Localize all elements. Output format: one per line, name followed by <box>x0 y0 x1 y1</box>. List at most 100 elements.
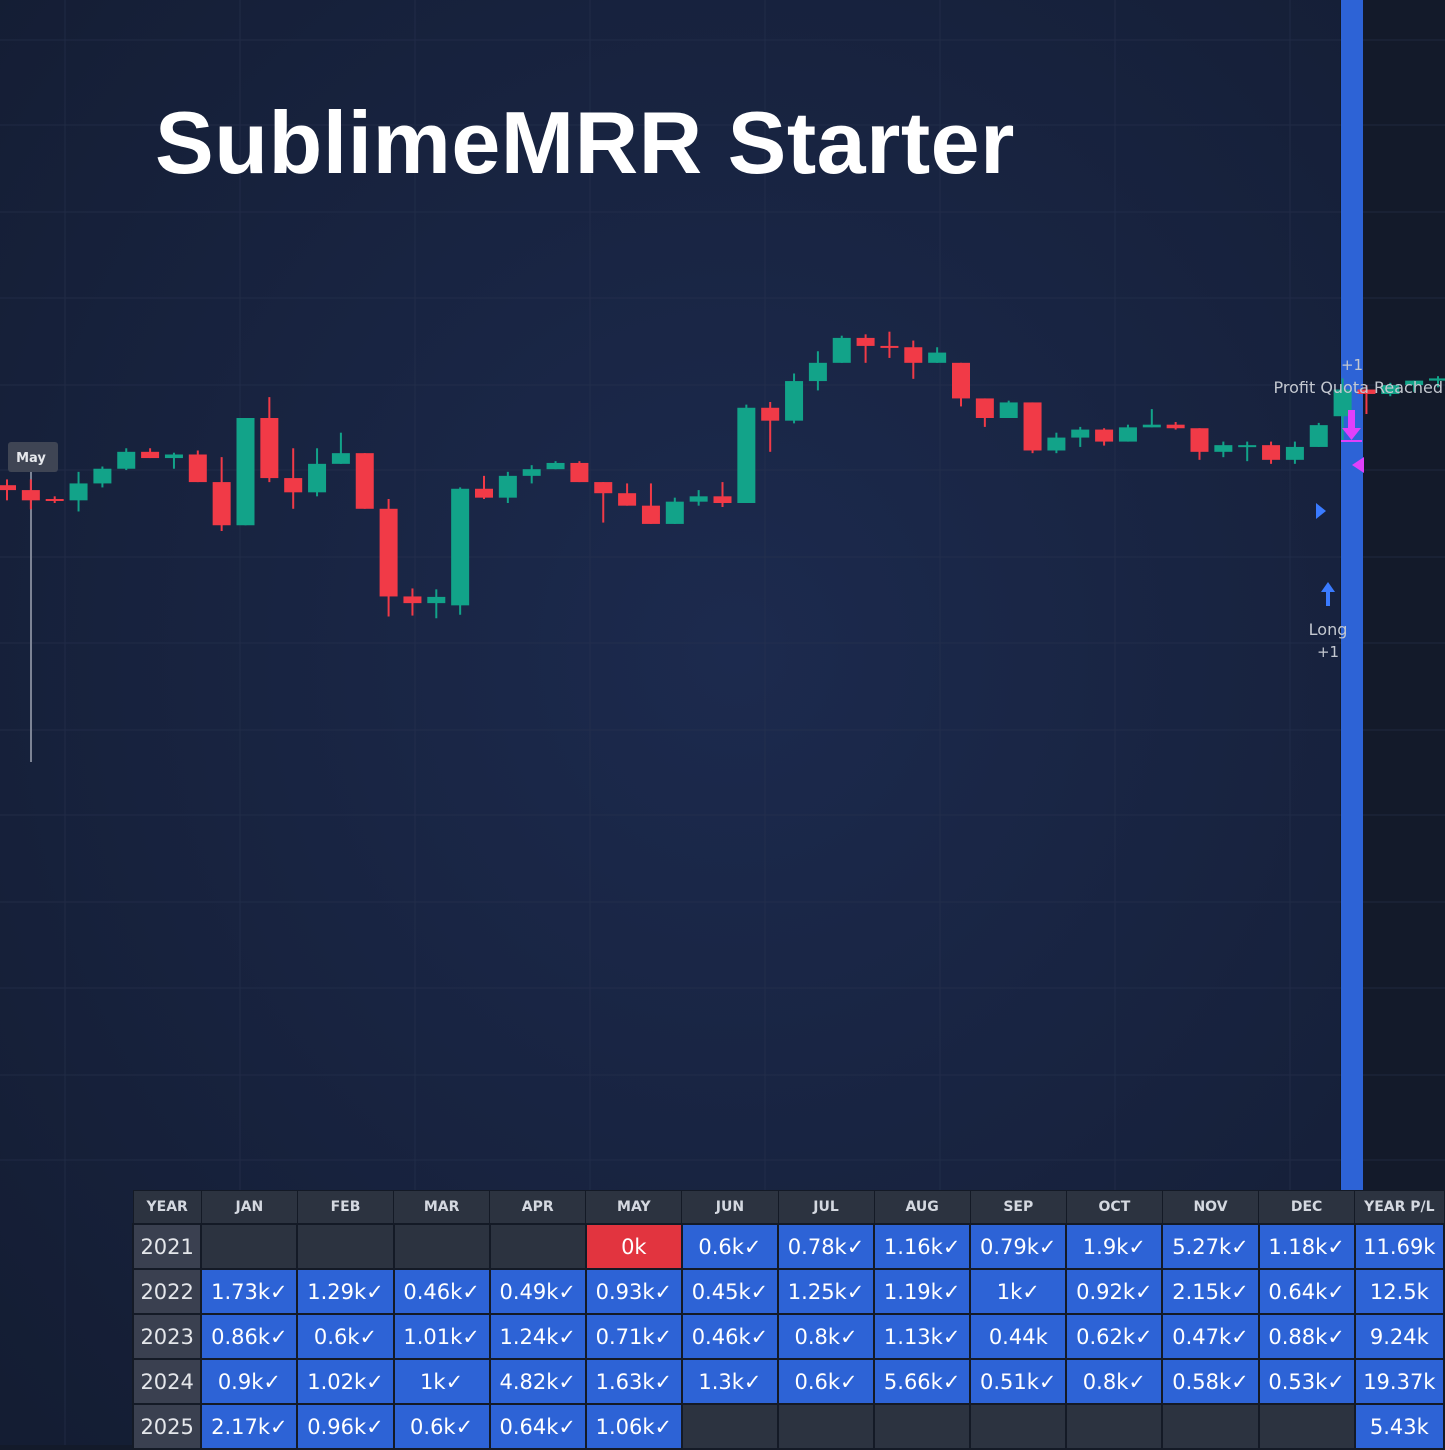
month-pl-cell: 0.6k✓ <box>392 1403 491 1450</box>
candle-body <box>427 596 446 604</box>
month-pl-cell: 1.19k✓ <box>873 1268 972 1315</box>
candle <box>0 479 16 501</box>
month-pl-cell: 1k✓ <box>392 1358 491 1405</box>
candle <box>1429 376 1445 388</box>
candle <box>904 340 923 379</box>
candle-body <box>141 451 160 459</box>
month-pl-cell: 0.6k✓ <box>680 1223 780 1270</box>
month-pl-cell: 0.6k✓ <box>776 1358 876 1405</box>
candle-body <box>93 468 112 484</box>
table-row: 2023 0.86k✓ 0.6k✓ 1.01k✓ 1.24k✓ 0.71k✓ 0.46k✓ 0… <box>131 1313 1445 1360</box>
month-pl-cell: 0.45k✓ <box>680 1268 780 1315</box>
candle <box>236 418 255 526</box>
month-pl-cell: 1.13k✓ <box>873 1313 972 1360</box>
candle-body <box>1047 437 1066 451</box>
candle <box>761 401 780 452</box>
candle-body <box>475 488 493 498</box>
candle-body <box>21 490 40 501</box>
month-pl-cell: 2.15k✓ <box>1161 1268 1260 1315</box>
candle <box>93 466 112 488</box>
table-row: 2021 0k 0.6k✓ 0.78k✓ 1.16k✓ 0.79k✓ 1.9k✓ 5.27k✓… <box>131 1223 1445 1270</box>
candle <box>1238 441 1257 462</box>
candle-body <box>832 337 851 363</box>
header-mar: MAR <box>393 1190 491 1225</box>
candle <box>689 490 708 506</box>
header-jun: JUN <box>681 1190 779 1225</box>
candle <box>1309 422 1328 447</box>
month-pl-cell: 1.73k✓ <box>200 1268 299 1315</box>
month-pl-cell <box>1257 1403 1356 1450</box>
month-pl-cell: 1.18k✓ <box>1257 1223 1356 1270</box>
candle <box>665 497 684 524</box>
month-pl-cell: 0.53k✓ <box>1257 1358 1356 1405</box>
candle <box>1071 426 1090 447</box>
candle <box>713 482 732 508</box>
candle-body <box>689 496 708 502</box>
year-total-cell: 11.69k <box>1353 1223 1445 1270</box>
candle-body <box>308 463 327 493</box>
candle <box>880 331 899 358</box>
candle-body <box>999 402 1018 419</box>
month-pl-cell: 0.49k✓ <box>488 1268 587 1315</box>
candle <box>785 373 804 424</box>
table-row: 2024 0.9k✓ 1.02k✓ 1k✓ 4.82k✓ 1.63k✓ 1.3k✓ 0.6k✓… <box>131 1358 1445 1405</box>
candle-body <box>1166 424 1185 429</box>
candle-body <box>69 483 88 501</box>
candle-body <box>236 418 255 526</box>
candle <box>641 483 660 524</box>
month-pl-cell <box>969 1403 1068 1450</box>
candle <box>45 496 64 503</box>
month-pl-cell: 1.16k✓ <box>873 1223 972 1270</box>
candle-body <box>546 462 565 470</box>
candle-body <box>403 596 422 604</box>
candle-body <box>1381 385 1400 394</box>
candle <box>379 498 398 617</box>
candle-body <box>928 352 947 363</box>
header-may: MAY <box>585 1190 683 1225</box>
candle <box>1023 402 1042 454</box>
candle-body <box>1262 445 1281 460</box>
candle-body <box>355 453 374 509</box>
month-pl-cell: 0.71k✓ <box>584 1313 683 1360</box>
candle <box>1381 382 1400 397</box>
header-oct: OCT <box>1065 1190 1163 1225</box>
chart-title: SublimeMRR Starter <box>155 93 1015 192</box>
candle-body <box>451 488 470 606</box>
month-pl-cell: 1.02k✓ <box>296 1358 395 1405</box>
month-pl-cell: 0.46k✓ <box>680 1313 780 1360</box>
candle <box>808 351 827 391</box>
candle-body <box>117 451 136 469</box>
month-pl-cell: 0.96k✓ <box>296 1403 395 1450</box>
candle <box>570 461 589 483</box>
header-nov: NOV <box>1161 1190 1260 1225</box>
month-pl-cell: 1.06k✓ <box>584 1403 683 1450</box>
header-dec: DEC <box>1258 1190 1356 1225</box>
candle <box>188 450 207 483</box>
candle <box>141 448 160 459</box>
year-cell: 2023 <box>131 1313 203 1360</box>
month-pl-cell: 0.9k✓ <box>200 1358 299 1405</box>
current-bar-highlight <box>1341 0 1363 1445</box>
candle <box>832 335 851 363</box>
month-pl-cell <box>488 1223 587 1270</box>
candle-body <box>1023 402 1042 451</box>
candle <box>164 452 183 469</box>
candle-body <box>45 498 64 501</box>
month-pl-cell: 0.93k✓ <box>584 1268 683 1315</box>
month-pl-cell <box>873 1403 972 1450</box>
candle <box>1357 385 1376 414</box>
month-pl-cell: 0.86k✓ <box>200 1313 299 1360</box>
year-total-cell: 19.37k <box>1353 1358 1445 1405</box>
candle-body <box>0 485 16 491</box>
month-pl-cell: 1.3k✓ <box>680 1358 780 1405</box>
month-pl-cell: 5.66k✓ <box>873 1358 972 1405</box>
candle-body <box>1118 427 1137 442</box>
candle-body <box>785 381 804 421</box>
month-pl-cell: 1.01k✓ <box>392 1313 491 1360</box>
candle-body <box>665 501 684 524</box>
candle-body <box>1214 445 1233 452</box>
candle-body <box>975 398 994 419</box>
candle-body <box>164 454 183 459</box>
month-pl-cell: 1.24k✓ <box>488 1313 587 1360</box>
month-pl-cell <box>1161 1403 1260 1450</box>
